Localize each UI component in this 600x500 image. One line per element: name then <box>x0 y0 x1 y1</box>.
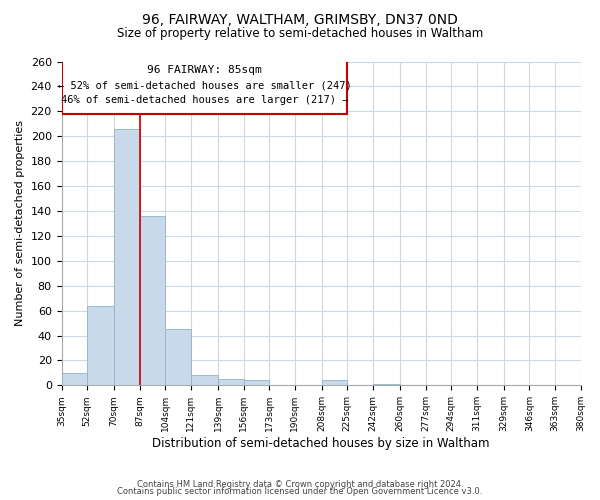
Text: Contains public sector information licensed under the Open Government Licence v3: Contains public sector information licen… <box>118 488 482 496</box>
Bar <box>373 384 400 386</box>
Bar <box>140 216 166 386</box>
Text: 96 FAIRWAY: 85sqm: 96 FAIRWAY: 85sqm <box>147 65 262 75</box>
Text: 46% of semi-detached houses are larger (217) →: 46% of semi-detached houses are larger (… <box>61 95 348 105</box>
X-axis label: Distribution of semi-detached houses by size in Waltham: Distribution of semi-detached houses by … <box>152 437 490 450</box>
Bar <box>191 376 218 386</box>
Bar <box>218 379 244 386</box>
Bar <box>322 380 347 386</box>
Bar <box>62 373 87 386</box>
Text: ← 52% of semi-detached houses are smaller (247): ← 52% of semi-detached houses are smalle… <box>58 80 352 90</box>
Y-axis label: Number of semi-detached properties: Number of semi-detached properties <box>15 120 25 326</box>
Bar <box>62 59 347 114</box>
Text: 96, FAIRWAY, WALTHAM, GRIMSBY, DN37 0ND: 96, FAIRWAY, WALTHAM, GRIMSBY, DN37 0ND <box>142 12 458 26</box>
Text: Size of property relative to semi-detached houses in Waltham: Size of property relative to semi-detach… <box>117 28 483 40</box>
Bar <box>244 380 269 386</box>
Bar <box>166 330 191 386</box>
Bar <box>87 306 114 386</box>
Bar <box>114 129 140 386</box>
Text: Contains HM Land Registry data © Crown copyright and database right 2024.: Contains HM Land Registry data © Crown c… <box>137 480 463 489</box>
